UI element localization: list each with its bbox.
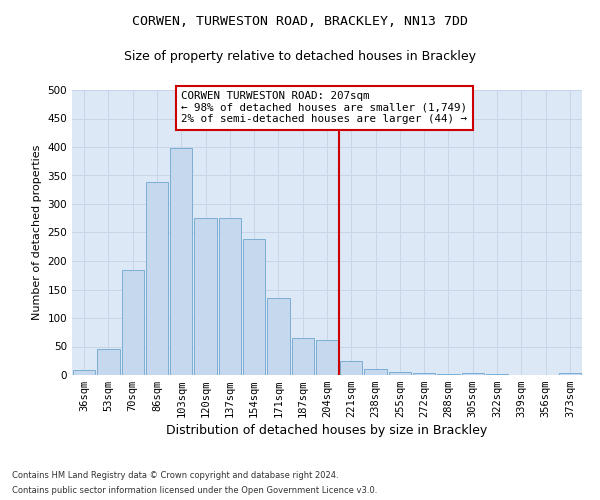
Bar bbox=[122, 270, 144, 375]
Text: Contains HM Land Registry data © Crown copyright and database right 2024.: Contains HM Land Registry data © Crown c… bbox=[12, 471, 338, 480]
Bar bbox=[340, 361, 362, 375]
Text: Size of property relative to detached houses in Brackley: Size of property relative to detached ho… bbox=[124, 50, 476, 63]
Bar bbox=[218, 218, 241, 375]
Bar bbox=[437, 374, 460, 375]
Bar bbox=[243, 240, 265, 375]
Bar bbox=[461, 374, 484, 375]
Bar bbox=[170, 148, 193, 375]
Bar bbox=[559, 374, 581, 375]
Bar bbox=[389, 372, 411, 375]
Bar bbox=[194, 218, 217, 375]
Bar bbox=[97, 349, 119, 375]
Bar bbox=[292, 338, 314, 375]
Bar bbox=[267, 298, 290, 375]
Bar bbox=[486, 374, 508, 375]
Bar bbox=[73, 370, 95, 375]
Y-axis label: Number of detached properties: Number of detached properties bbox=[32, 145, 42, 320]
Text: CORWEN TURWESTON ROAD: 207sqm
← 98% of detached houses are smaller (1,749)
2% of: CORWEN TURWESTON ROAD: 207sqm ← 98% of d… bbox=[181, 91, 467, 124]
Bar bbox=[146, 182, 168, 375]
Text: CORWEN, TURWESTON ROAD, BRACKLEY, NN13 7DD: CORWEN, TURWESTON ROAD, BRACKLEY, NN13 7… bbox=[132, 15, 468, 28]
Bar bbox=[413, 374, 436, 375]
Bar bbox=[316, 340, 338, 375]
Text: Contains public sector information licensed under the Open Government Licence v3: Contains public sector information licen… bbox=[12, 486, 377, 495]
Bar bbox=[364, 370, 387, 375]
X-axis label: Distribution of detached houses by size in Brackley: Distribution of detached houses by size … bbox=[166, 424, 488, 438]
